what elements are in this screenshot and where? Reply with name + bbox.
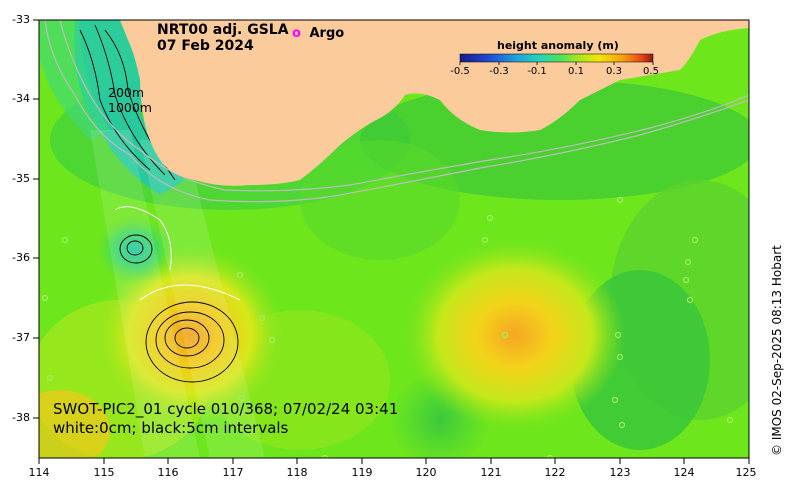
contour-label-1000: 1000m xyxy=(108,100,152,115)
lat-tick: -33 xyxy=(12,13,30,26)
contour-label-200: 200m xyxy=(108,85,145,100)
lon-tick: 123 xyxy=(609,466,631,479)
colorbar-tick: -0.5 xyxy=(450,66,470,77)
axis-ticks xyxy=(33,19,750,464)
lon-tick: 124 xyxy=(673,466,695,479)
colorbar-tick: 0.1 xyxy=(568,66,584,77)
lon-tick: 118 xyxy=(286,466,308,479)
colorbar-tick: -0.3 xyxy=(489,66,509,77)
warm-eddy-east xyxy=(405,240,625,430)
argo-label: Argo xyxy=(309,26,345,41)
zero-contours xyxy=(114,206,241,301)
lat-tick: -36 xyxy=(12,251,30,264)
lon-tick: 122 xyxy=(544,466,566,479)
swath-info-line2: white:0cm; black:5cm intervals xyxy=(53,419,289,437)
cold-eddy xyxy=(95,215,175,285)
lon-tick: 120 xyxy=(415,466,437,479)
lat-tick: -38 xyxy=(12,411,30,424)
plot-frame xyxy=(38,19,750,459)
lon-tick: 121 xyxy=(480,466,502,479)
lon-tick: 114 xyxy=(28,466,50,479)
colorbar xyxy=(459,53,654,63)
argo-symbol-icon: o xyxy=(292,26,301,41)
colorbar-tick: -0.1 xyxy=(527,66,547,77)
lon-tick: 116 xyxy=(157,466,179,479)
lat-tick: -35 xyxy=(12,172,30,185)
colorbar-ticks xyxy=(459,62,654,65)
swath-info-line1: SWOT-PIC2_01 cycle 010/368; 07/02/24 03:… xyxy=(53,400,399,418)
swot-swath-right xyxy=(140,140,265,458)
lon-tick: 119 xyxy=(351,466,373,479)
colorbar-tick: 0.3 xyxy=(606,66,622,77)
map-plot-area xyxy=(39,20,749,458)
lon-tick: 117 xyxy=(222,466,244,479)
title-line2: 07 Feb 2024 xyxy=(157,38,254,54)
argo-legend: o Argo xyxy=(292,26,344,41)
lat-tick: -34 xyxy=(12,92,30,105)
float-markers xyxy=(41,196,734,458)
map-title: NRT00 adj. GSLA 07 Feb 2024 xyxy=(157,22,289,54)
title-line1: NRT00 adj. GSLA xyxy=(157,22,289,38)
lon-tick: 125 xyxy=(735,466,757,479)
bathymetry-label: 200m 1000m xyxy=(108,85,152,115)
colorbar-title: height anomaly (m) xyxy=(497,39,619,52)
lat-tick: -37 xyxy=(12,331,30,344)
lon-tick: 115 xyxy=(93,466,115,479)
colorbar-tick: 0.5 xyxy=(643,66,659,77)
bathymetry-contours xyxy=(44,20,749,203)
swath-info: SWOT-PIC2_01 cycle 010/368; 07/02/24 03:… xyxy=(53,400,398,438)
credit-text: © IMOS 02-Sep-2025 08:13 Hobart xyxy=(770,245,784,456)
warm-eddy-west xyxy=(95,245,285,425)
swot-swath-left xyxy=(90,130,200,458)
